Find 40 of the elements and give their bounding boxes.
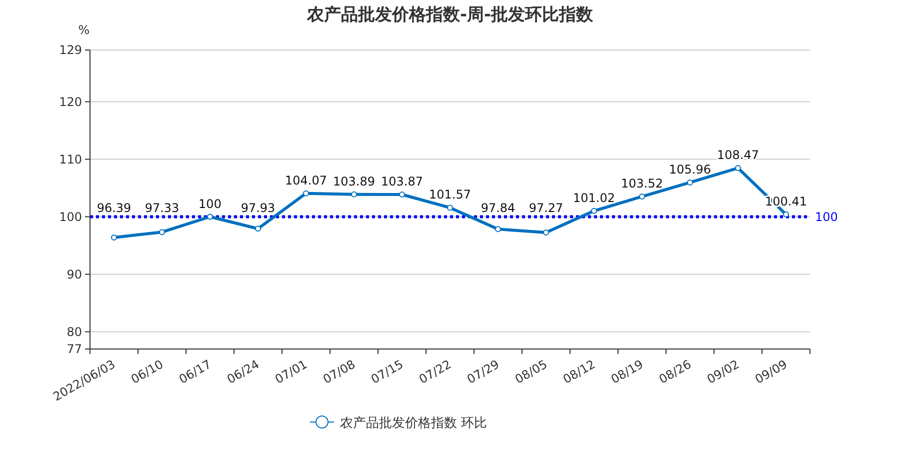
data-label: 96.39 bbox=[96, 200, 132, 215]
point bbox=[543, 229, 549, 236]
point bbox=[351, 191, 357, 198]
y-axis-title: % bbox=[78, 23, 90, 37]
point bbox=[687, 179, 693, 186]
y-tick-label: 120 bbox=[59, 94, 82, 109]
data-label: 101.57 bbox=[429, 188, 471, 202]
data-label: 105.96 bbox=[669, 162, 711, 176]
data-label: 108.47 bbox=[717, 148, 759, 162]
data-label: 103.87 bbox=[381, 174, 423, 188]
data-label: 103.52 bbox=[621, 176, 663, 191]
y-tick-label: 77 bbox=[66, 342, 82, 356]
data-label: 97.33 bbox=[144, 200, 180, 215]
data-label: 104.07 bbox=[285, 173, 327, 188]
legend-label: 农产品批发价格指数 环比 bbox=[340, 416, 488, 431]
point bbox=[639, 194, 645, 200]
chart-title: 农产品批发价格指数-周-批发环比指数 bbox=[306, 5, 594, 25]
data-label: 101.02 bbox=[573, 190, 615, 205]
point bbox=[255, 226, 261, 232]
point bbox=[159, 229, 165, 236]
point bbox=[207, 214, 213, 220]
point bbox=[495, 226, 501, 232]
point bbox=[111, 234, 117, 241]
y-tick-label: 80 bbox=[66, 324, 82, 339]
point bbox=[783, 211, 789, 218]
point bbox=[447, 204, 453, 211]
data-label: 97.93 bbox=[240, 200, 276, 215]
ref-line-label: 100 bbox=[815, 210, 838, 224]
point bbox=[303, 190, 309, 196]
point bbox=[591, 208, 597, 214]
data-label: 100 bbox=[198, 196, 222, 211]
y-tick-label: 100 bbox=[59, 210, 82, 224]
y-tick-label: 110 bbox=[59, 152, 82, 166]
y-tick-label: 129 bbox=[59, 43, 82, 57]
y-tick-label: 90 bbox=[66, 267, 82, 282]
data-label: 103.89 bbox=[333, 174, 375, 188]
point bbox=[399, 191, 405, 198]
data-label: 97.27 bbox=[528, 200, 564, 215]
data-label: 97.84 bbox=[480, 200, 516, 215]
point bbox=[735, 165, 741, 172]
